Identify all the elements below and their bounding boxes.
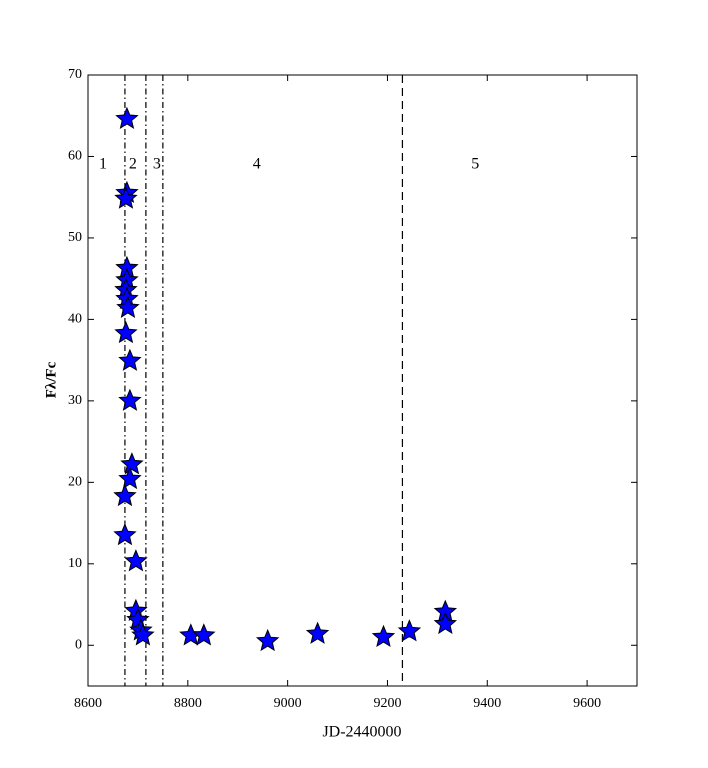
- y-tick-label: 0: [75, 637, 82, 652]
- star-point: [255, 628, 280, 652]
- star-point: [114, 186, 138, 209]
- star-point: [397, 619, 422, 642]
- region-label: 2: [129, 155, 137, 172]
- y-tick-label: 20: [68, 475, 82, 490]
- x-tick-label: 9600: [573, 696, 601, 711]
- y-tick-label: 10: [68, 556, 82, 571]
- y-tick-label: 30: [68, 393, 82, 408]
- y-tick-label: 40: [68, 312, 82, 327]
- star-point: [115, 106, 139, 129]
- x-tick-label: 9400: [473, 696, 501, 711]
- star-point: [433, 611, 458, 635]
- x-tick-label: 9000: [274, 696, 302, 711]
- star-point: [113, 522, 137, 546]
- star-point: [118, 388, 142, 411]
- star-point: [192, 623, 216, 646]
- star-point: [118, 348, 142, 371]
- star-point: [118, 466, 142, 490]
- x-axis-label: JD-2440000: [322, 724, 401, 741]
- region-label: 4: [253, 155, 261, 172]
- star-point: [131, 623, 155, 646]
- star-point: [305, 621, 330, 644]
- x-tick-label: 8800: [174, 696, 202, 711]
- y-tick-label: 50: [68, 230, 82, 245]
- region-label: 1: [99, 155, 107, 172]
- x-tick-label: 8600: [74, 696, 102, 711]
- plot-frame: [87, 74, 638, 687]
- star-point: [116, 295, 140, 318]
- y-tick-label: 60: [68, 149, 82, 164]
- y-tick-label: 70: [68, 67, 82, 82]
- region-label: 3: [153, 155, 161, 172]
- x-tick-label: 9200: [373, 696, 401, 711]
- star-point: [120, 452, 144, 475]
- star-point: [124, 549, 148, 572]
- star-point: [114, 320, 138, 344]
- y-axis-label: Fλ/Fc: [43, 361, 59, 398]
- star-point: [113, 483, 137, 507]
- star-point: [371, 624, 396, 648]
- region-label: 5: [471, 155, 479, 172]
